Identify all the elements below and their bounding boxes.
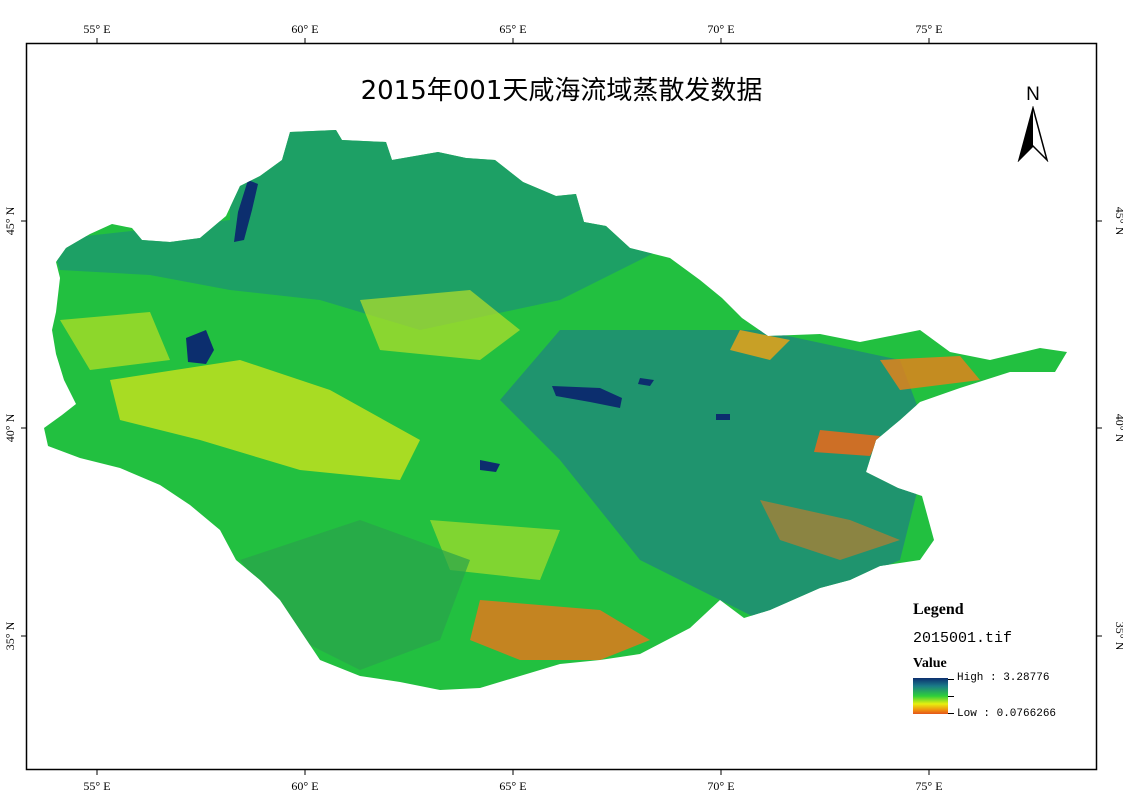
top-tick-label-75e: 75° E bbox=[915, 22, 942, 36]
map-title: 2015年001天咸海流域蒸散发数据 bbox=[360, 76, 763, 106]
bottom-ticks bbox=[96, 770, 930, 775]
bottom-tick-label-65e: 65° E bbox=[499, 779, 526, 793]
raster-tianshan-orange-1 bbox=[814, 430, 880, 456]
left-tick-label-40n: 40° N bbox=[3, 413, 17, 442]
raster-north-yellow bbox=[360, 290, 520, 360]
bottom-tick-label-75e: 75° E bbox=[915, 779, 942, 793]
legend-high-tick bbox=[948, 679, 954, 680]
legend: Legend 2015001.tif Value High : 3.28776 … bbox=[913, 601, 1093, 726]
neatline bbox=[25, 42, 1098, 771]
bottom-tick-label-70e: 70° E bbox=[707, 779, 734, 793]
legend-title: Legend bbox=[913, 601, 964, 618]
left-tick-label-35n: 35° N bbox=[3, 621, 17, 650]
legend-high-label: High : 3.28776 bbox=[957, 672, 1050, 684]
legend-field-name: Value bbox=[913, 656, 947, 671]
right-tick-label-40n: 40° N bbox=[1113, 414, 1123, 443]
bottom-tick-label-60e: 60° E bbox=[291, 779, 318, 793]
legend-low-tick bbox=[948, 713, 954, 714]
raster-tianshan-orange-2 bbox=[880, 356, 980, 390]
right-ticks bbox=[1097, 220, 1102, 637]
left-tick-label-45n: 45° N bbox=[3, 206, 17, 235]
legend-layer-name: 2015001.tif bbox=[913, 630, 1013, 647]
raster-west-yellow bbox=[60, 312, 170, 370]
sarygamysh-lake bbox=[186, 330, 214, 364]
raster-pamir-orange bbox=[470, 600, 650, 660]
top-ticks bbox=[96, 38, 930, 43]
top-tick-label-65e: 65° E bbox=[499, 22, 526, 36]
reservoir-2 bbox=[716, 414, 730, 420]
north-arrow-label: N bbox=[1026, 84, 1040, 105]
left-ticks bbox=[21, 220, 26, 637]
raster-central-yellow bbox=[110, 360, 420, 480]
legend-mid-tick bbox=[948, 696, 954, 697]
right-tick-label-35n: 35° N bbox=[1113, 622, 1123, 651]
reservoir-3 bbox=[480, 460, 500, 472]
top-tick-label-55e: 55° E bbox=[83, 22, 110, 36]
raster-alai-orange bbox=[760, 500, 900, 560]
legend-color-ramp bbox=[913, 678, 948, 714]
aydar-lake bbox=[552, 386, 622, 408]
top-tick-label-70e: 70° E bbox=[707, 22, 734, 36]
bottom-tick-label-55e: 55° E bbox=[83, 779, 110, 793]
top-tick-label-60e: 60° E bbox=[291, 22, 318, 36]
raster-tianshan-orange-3 bbox=[730, 330, 790, 360]
reservoir-1 bbox=[638, 378, 654, 386]
north-arrow-icon bbox=[1017, 106, 1049, 162]
right-tick-label-45n: 45° N bbox=[1113, 207, 1123, 236]
raster-north-teal bbox=[50, 130, 660, 330]
aral-sea-west bbox=[234, 180, 258, 242]
legend-low-label: Low : 0.0766266 bbox=[957, 708, 1057, 720]
